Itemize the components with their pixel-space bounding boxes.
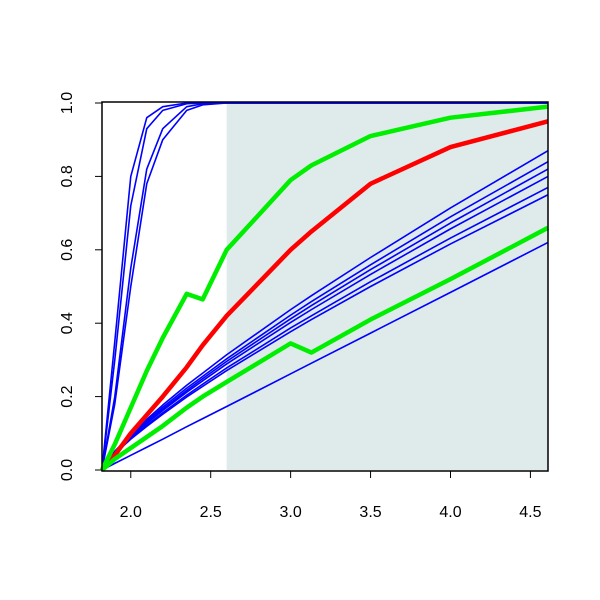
y-tick-label: 0.4: [59, 312, 76, 334]
x-tick-label: 2.5: [200, 504, 222, 521]
series-line: [101, 241, 549, 471]
y-tick-label: 0.8: [59, 165, 76, 187]
plot-frame: [101, 101, 549, 472]
series-line: [99, 104, 549, 472]
shaded-region: [226, 103, 548, 470]
y-tick-label: 0.0: [59, 459, 76, 481]
series-line: [100, 225, 550, 472]
x-tick-label: 3.0: [280, 504, 302, 521]
series-line: [101, 194, 549, 471]
y-tick-label: 0.2: [59, 385, 76, 407]
x-tick-label: 4.0: [439, 504, 461, 521]
y-tick-label: 0.6: [59, 239, 76, 261]
series-line: [101, 102, 548, 471]
x-tick-label: 4.5: [519, 504, 541, 521]
y-tick-label: 1.0: [59, 92, 76, 114]
x-tick-label: 3.5: [359, 504, 381, 521]
series-line: [100, 119, 549, 472]
x-tick-label: 2.0: [120, 504, 142, 521]
